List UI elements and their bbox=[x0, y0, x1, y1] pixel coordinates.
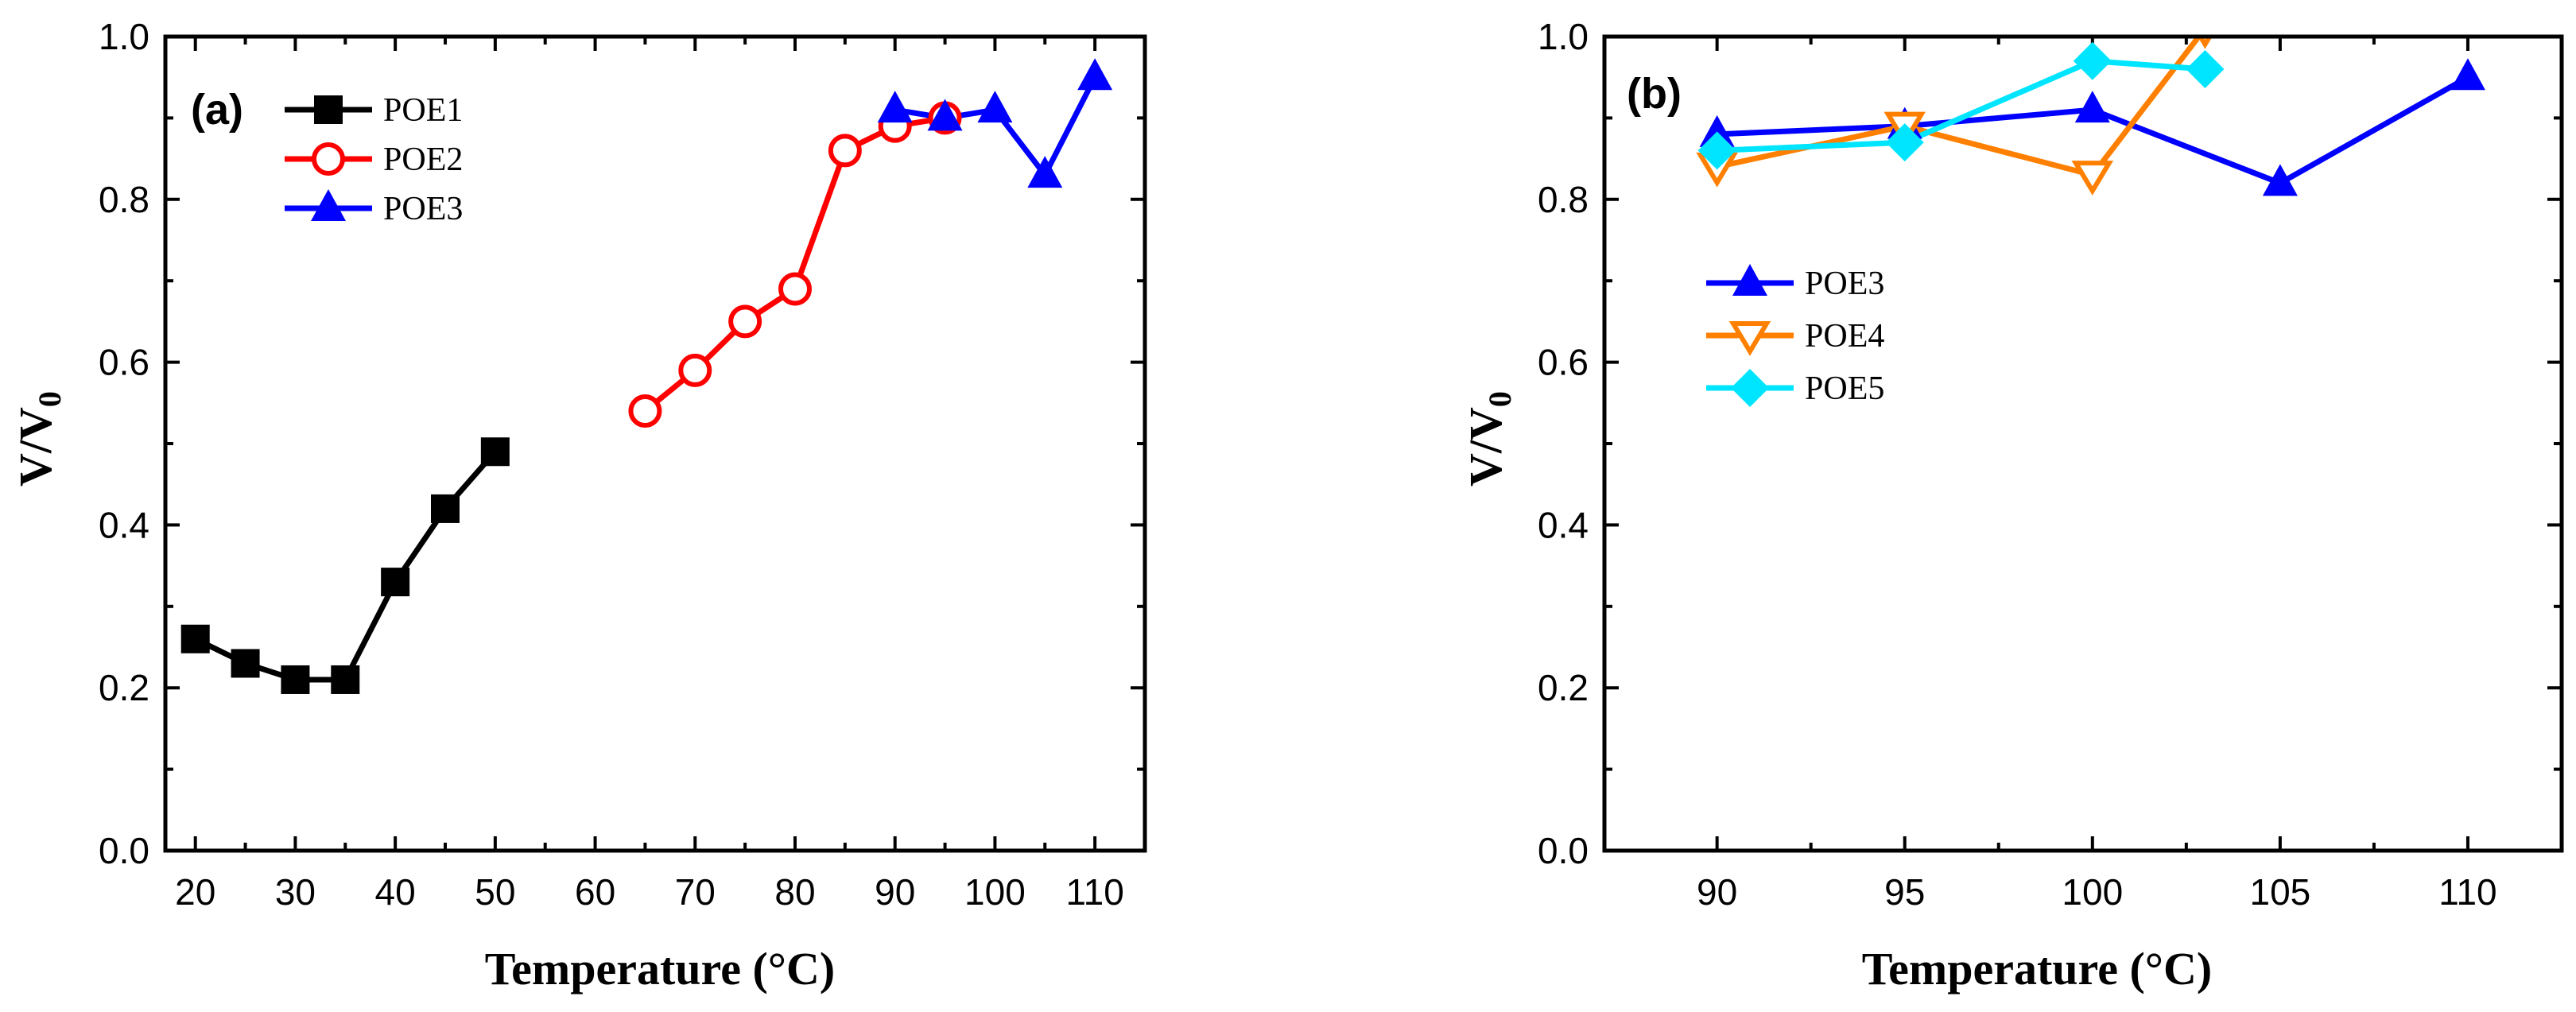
data-point-poe2-a bbox=[628, 394, 662, 428]
x-tick-label-a: 70 bbox=[675, 871, 716, 913]
x-tick-label-a: 30 bbox=[275, 871, 316, 913]
legend-marker-poe5-b bbox=[1731, 369, 1769, 407]
legend-label-poe4-b: POE4 bbox=[1805, 318, 1884, 355]
data-point-poe2-a bbox=[728, 304, 762, 339]
y-tick-label-b: 0.8 bbox=[1538, 179, 1589, 220]
x-tick-label-b: 110 bbox=[2438, 871, 2496, 913]
data-point-poe5-b bbox=[2073, 41, 2112, 80]
data-point-poe1-a bbox=[231, 649, 260, 678]
y-axis-title-b: V/V0 bbox=[1460, 391, 1518, 487]
data-point-poe5-b bbox=[1885, 123, 1924, 162]
legend-a: POE1 POE2 POE3 bbox=[285, 92, 463, 227]
x-tick-label-b: 95 bbox=[1884, 871, 1925, 913]
axes-frame-b bbox=[1602, 34, 2564, 853]
data-point-poe2-a bbox=[778, 272, 812, 306]
legend-label-poe5-b: POE5 bbox=[1805, 370, 1884, 407]
series-line-poe4-b bbox=[1716, 37, 2202, 178]
data-point-poe3-a bbox=[1027, 156, 1063, 188]
x-tick-label-b: 90 bbox=[1697, 871, 1737, 913]
x-tick-label-b: 105 bbox=[2250, 871, 2311, 913]
y-axis-title-sub-a: 0 bbox=[32, 391, 68, 407]
y-tick-label-a: 1.0 bbox=[99, 16, 149, 57]
data-point-poe4-b bbox=[2071, 161, 2114, 196]
data-point-poe3-b bbox=[2262, 164, 2298, 196]
legend-marker-poe1-a bbox=[314, 95, 343, 124]
data-point-poe2-a bbox=[828, 134, 862, 168]
y-tick-label-b: 0.0 bbox=[1538, 830, 1589, 871]
legend-marker-poe4-b bbox=[1728, 321, 1771, 356]
y-tick-label-a: 0.8 bbox=[99, 179, 149, 220]
legend-marker-poe2-a bbox=[312, 142, 345, 176]
data-point-poe1-a bbox=[381, 568, 410, 597]
x-axis-title-b: Temperature (°C) bbox=[1862, 943, 2212, 995]
legend-marker-poe3-b bbox=[1732, 264, 1767, 296]
data-point-poe1-a bbox=[480, 437, 510, 467]
data-point-poe3-a bbox=[877, 91, 913, 123]
series-line-poe5-b bbox=[1717, 58, 2206, 153]
y-tick-label-b: 0.4 bbox=[1538, 504, 1589, 545]
x-tick-label-a: 50 bbox=[475, 871, 515, 913]
y-axis-title-main-b: V/V bbox=[1460, 407, 1511, 487]
data-point-poe3-a bbox=[1077, 58, 1113, 91]
legend-label-poe3-a: POE3 bbox=[383, 191, 463, 227]
data-point-poe3-a bbox=[977, 91, 1013, 123]
data-point-poe5-b bbox=[1697, 131, 1736, 170]
y-tick-label-a: 0.2 bbox=[99, 667, 149, 708]
data-point-poe3-a bbox=[927, 99, 963, 131]
legend-label-poe1-a: POE1 bbox=[383, 92, 463, 129]
data-point-poe5-b bbox=[2186, 49, 2225, 88]
series-line-poe1-a bbox=[194, 449, 498, 683]
data-point-poe3-b bbox=[2450, 58, 2485, 91]
x-tick-label-b: 100 bbox=[2062, 871, 2123, 913]
y-axis-title-sub-b: 0 bbox=[1482, 391, 1518, 407]
x-tick-label-a: 60 bbox=[575, 871, 615, 913]
legend-b: POE3 POE4 POE5 bbox=[1706, 264, 1884, 407]
plot-area-b bbox=[1696, 37, 2485, 196]
axes-frame-a bbox=[163, 34, 1147, 853]
y-tick-label-b: 0.6 bbox=[1538, 342, 1589, 383]
legend-label-poe3-b: POE3 bbox=[1805, 266, 1884, 302]
panel-b: (b) Temperature (°C) V/V0 90 95 100 105 110 0… bbox=[1460, 16, 2564, 995]
y-axis-title-a: V/V0 bbox=[10, 391, 68, 487]
plot-area-a bbox=[180, 58, 1113, 694]
x-axis-title-a: Temperature (°C) bbox=[485, 943, 835, 995]
panel-a: (a) Temperature (°C) V/V0 20 30 40 50 60 70 80… bbox=[10, 16, 1147, 995]
panel-label-b: (b) bbox=[1627, 70, 1682, 118]
x-tick-label-a: 20 bbox=[175, 871, 215, 913]
data-point-poe3-b bbox=[1699, 114, 1735, 147]
y-tick-label-a: 0.0 bbox=[99, 830, 149, 871]
y-axis-title-main-a: V/V bbox=[10, 407, 61, 487]
x-tick-label-a: 100 bbox=[964, 871, 1026, 913]
data-point-poe1-a bbox=[281, 665, 310, 694]
data-point-poe1-a bbox=[431, 494, 460, 523]
y-tick-label-b: 0.2 bbox=[1538, 667, 1589, 708]
x-tick-label-a: 40 bbox=[375, 871, 416, 913]
y-tick-label-a: 0.4 bbox=[99, 504, 149, 545]
x-tick-label-a: 80 bbox=[774, 871, 815, 913]
x-tick-label-a: 90 bbox=[875, 871, 915, 913]
y-tick-label-a: 0.6 bbox=[99, 342, 149, 383]
x-tick-label-a: 110 bbox=[1065, 871, 1123, 913]
data-point-poe1-a bbox=[180, 624, 210, 653]
data-point-poe1-a bbox=[331, 665, 360, 694]
data-point-poe3-b bbox=[2074, 91, 2110, 123]
y-tick-label-b: 1.0 bbox=[1538, 16, 1589, 57]
legend-label-poe2-a: POE2 bbox=[383, 142, 463, 178]
panel-label-a: (a) bbox=[191, 86, 243, 134]
legend-marker-poe3-a bbox=[311, 189, 346, 221]
data-point-poe2-a bbox=[678, 353, 712, 387]
